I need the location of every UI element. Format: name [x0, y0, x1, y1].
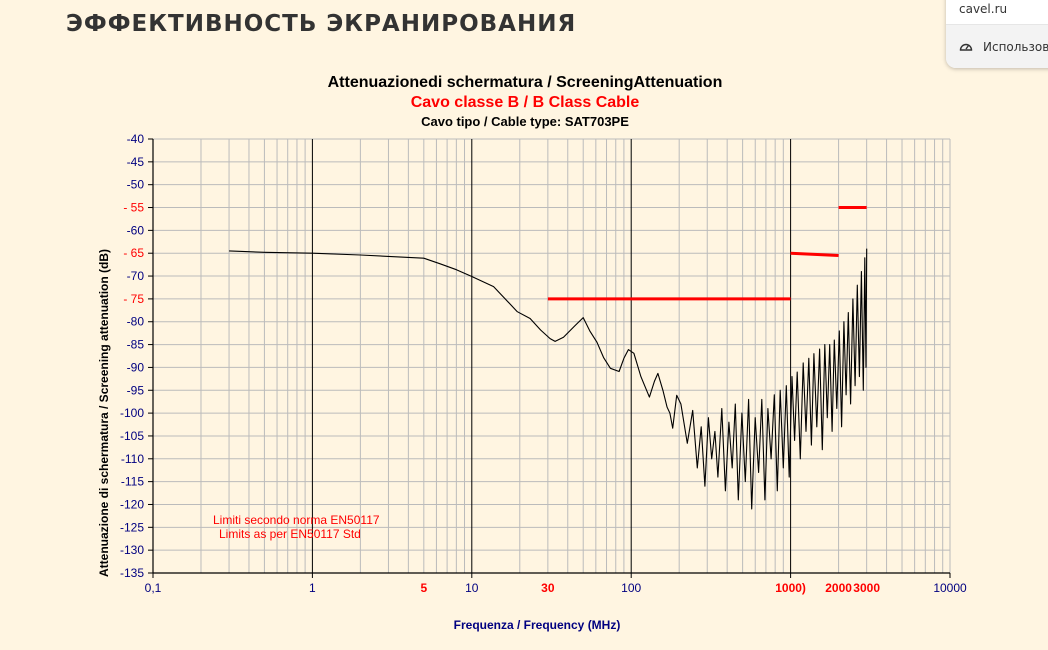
y-tick-label: -80: [127, 315, 145, 329]
x-tick-label: 1000): [775, 581, 806, 595]
x-tick-labels: 0,1 1 5 10 30 100 1000) 2000 3000 10000: [145, 581, 967, 595]
chart-title: Attenuazionedi schermatura / ScreeningAt…: [328, 74, 723, 91]
popup-item[interactable]: Использова: [946, 24, 1048, 68]
y-tick-label: -50: [127, 178, 145, 192]
y-tick-label: -70: [127, 269, 145, 283]
limit-segment: [790, 251, 839, 257]
popup-item-label: Использова: [983, 40, 1048, 54]
chart-subtitle-cable-type: Cavo tipo / Cable type: SAT703PE: [421, 114, 629, 129]
y-tick-label: -90: [127, 360, 145, 374]
y-tick-label: -115: [121, 475, 144, 489]
axes: [148, 138, 951, 578]
gauge-icon: [959, 43, 973, 51]
page-heading: ЭФФЕКТИВНОСТЬ ЭКРАНИРОВАНИЯ: [66, 11, 577, 37]
y-tick-label: -45: [127, 155, 145, 169]
x-tick-label: 0,1: [145, 581, 162, 595]
y-tick-label: -110: [121, 452, 144, 466]
y-tick-label: -125: [120, 520, 144, 534]
x-tick-label: 5: [420, 581, 427, 595]
y-tick-label: -40: [127, 132, 145, 146]
browser-popup: cavel.ru Использова: [946, 0, 1048, 68]
y-tick-label: -100: [120, 406, 144, 420]
y-tick-label: - 65: [123, 246, 144, 260]
x-tick-label: 100: [621, 581, 641, 595]
x-tick-label: 30: [541, 581, 555, 595]
x-axis-label: Frequenza / Frequency (MHz): [454, 618, 621, 632]
x-tick-label: 2000: [825, 581, 852, 595]
x-tick-label: 10000: [933, 581, 967, 595]
limits-annotation-line2: Limits as per EN50117 Std: [219, 527, 361, 541]
y-tick-label: -120: [120, 497, 144, 511]
y-tick-label: -60: [127, 223, 145, 237]
y-tick-label: -95: [127, 383, 145, 397]
measured-line: [229, 248, 868, 510]
y-axis-label: Attenuazione di schermatura / Screening …: [97, 249, 111, 577]
measured-series: [229, 248, 868, 510]
y-tick-label: -105: [120, 429, 144, 443]
y-tick-label: -135: [120, 566, 144, 580]
limits-annotation-line1: Limiti secondo norma EN50117: [213, 513, 380, 527]
y-tick-label: -130: [120, 543, 144, 557]
y-tick-label: - 55: [123, 201, 144, 215]
x-tick-label: 1: [309, 581, 316, 595]
limit-lines: [547, 206, 867, 301]
popup-site: cavel.ru: [959, 2, 1008, 16]
chart-subtitle: Cavo classe B / B Class Cable: [411, 94, 640, 111]
y-tick-labels: -40 -45 -50 - 55 -60 - 65 -70 - 75 -80 -85 -90 -95 -…: [120, 132, 144, 580]
y-tick-label: -85: [127, 338, 145, 352]
y-tick-label: - 75: [123, 292, 144, 306]
x-tick-label: 10: [465, 581, 479, 595]
x-tick-label: 3000: [853, 581, 880, 595]
